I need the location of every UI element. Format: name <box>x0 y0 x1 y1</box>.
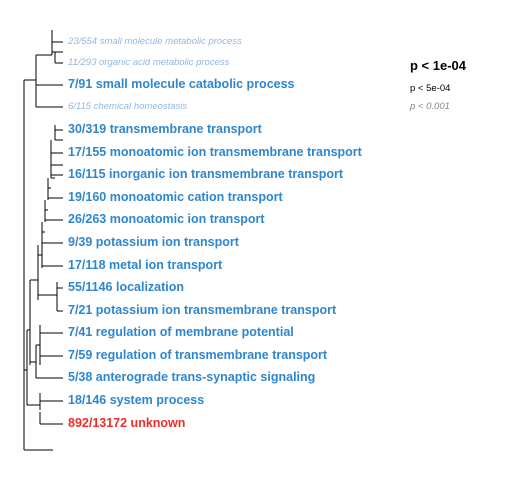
term-label: 18/146 system process <box>68 393 205 407</box>
term-label: 892/13172 unknown <box>68 416 186 430</box>
term-label: 23/554 small molecule metabolic process <box>68 36 242 47</box>
term-label: 19/160 monoatomic cation transport <box>68 190 283 204</box>
term-label: 55/1146 localization <box>68 280 185 294</box>
term-label: 16/115 inorganic ion transmembrane trans… <box>68 167 344 181</box>
term-label: 30/319 transmembrane transport <box>68 122 262 136</box>
term-label: 6/115 chemical homeostasis <box>68 101 188 112</box>
term-label: 26/263 monoatomic ion transport <box>68 212 265 226</box>
term-label: 7/59 regulation of transmembrane transpo… <box>68 348 328 362</box>
term-label: 7/91 small molecule catabolic process <box>68 77 295 91</box>
term-label: 11/293 organic acid metabolic process <box>68 57 230 68</box>
term-label: 7/41 regulation of membrane potential <box>68 325 294 339</box>
term-label: 9/39 potassium ion transport <box>68 235 239 249</box>
term-label: 17/118 metal ion transport <box>68 258 223 272</box>
legend-p3: p < 0.001 <box>410 101 450 112</box>
legend-p2: p < 5e-04 <box>410 83 451 94</box>
term-label: 7/21 potassium ion transmembrane transpo… <box>68 303 337 317</box>
term-label: 17/155 monoatomic ion transmembrane tran… <box>68 145 362 159</box>
legend-p1: p < 1e-04 <box>410 58 467 73</box>
term-label: 5/38 anterograde trans-synaptic signalin… <box>68 370 316 384</box>
